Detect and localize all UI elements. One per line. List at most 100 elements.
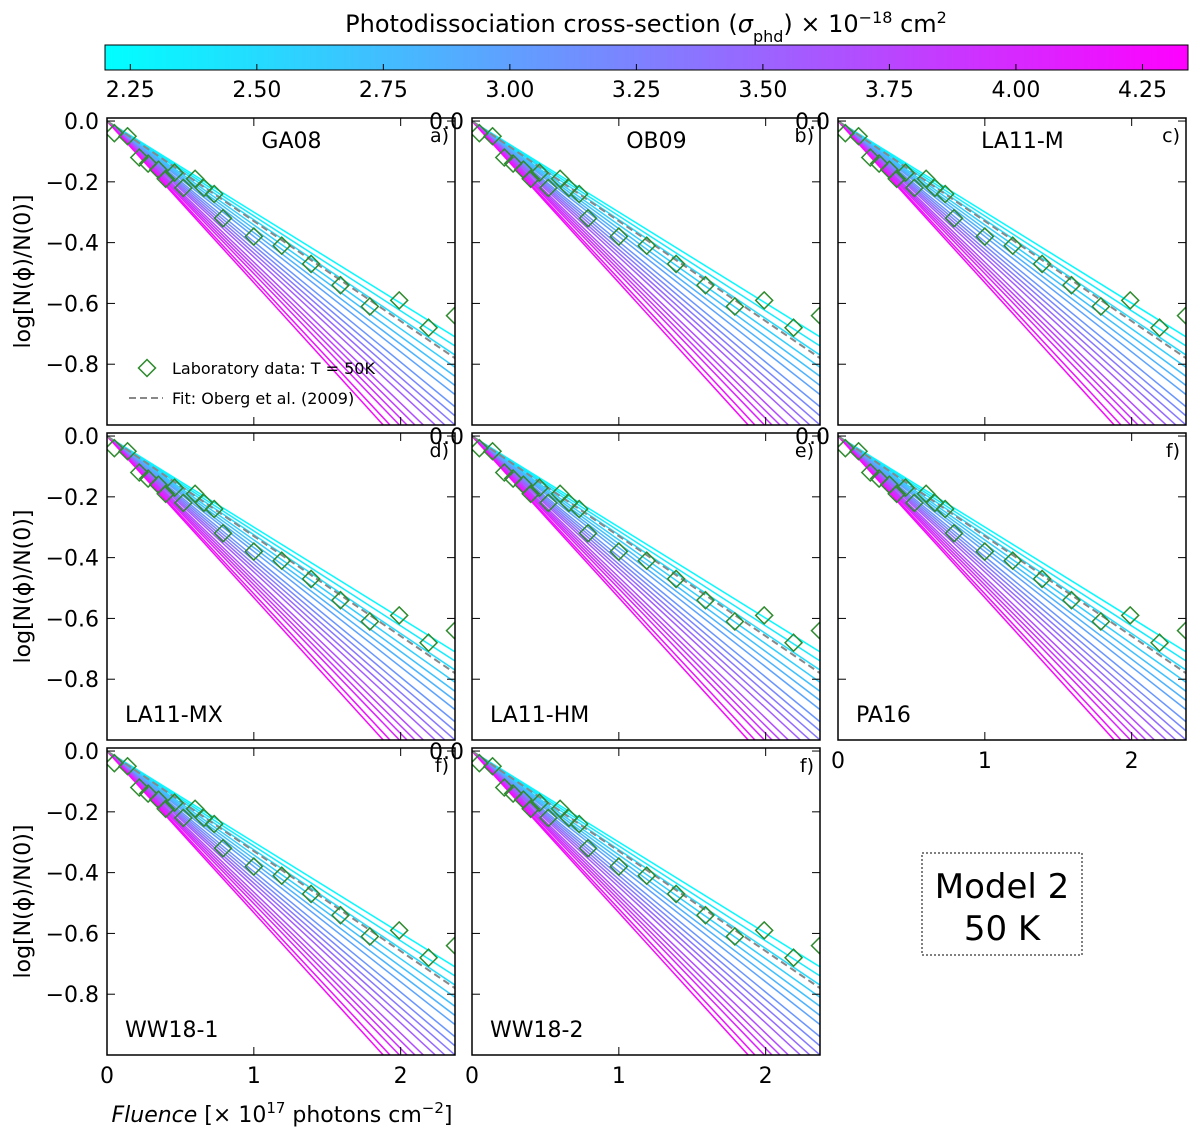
lab-point [521, 799, 541, 819]
annotation: 50 K [964, 909, 1042, 949]
frame [106, 117, 456, 426]
lab-point [389, 290, 409, 310]
lab-point [538, 808, 558, 828]
lab-point [1120, 605, 1140, 625]
lab-point [529, 163, 550, 183]
model-line [472, 120, 756, 425]
lab-point [569, 814, 589, 834]
lab-point [330, 590, 351, 610]
plot [472, 120, 820, 425]
lab-point [529, 793, 550, 813]
plot [838, 435, 1186, 740]
frame [837, 432, 1187, 741]
model-line [472, 750, 820, 968]
model-line [107, 750, 417, 1055]
colorbar-title-part: phd [753, 27, 783, 46]
model-line [107, 750, 455, 1007]
model-line [472, 435, 766, 740]
lab-point [244, 226, 264, 247]
lab-point [609, 541, 629, 562]
lab-point [695, 905, 716, 925]
lab-point [1150, 318, 1170, 338]
lab-point [204, 499, 224, 519]
lab-point [213, 838, 233, 858]
lab-point [975, 226, 995, 247]
lab-point [538, 493, 558, 513]
lab-point [118, 756, 138, 776]
model-line [472, 120, 820, 368]
fit-line [472, 750, 820, 989]
model-line [472, 120, 782, 425]
model-line [107, 750, 455, 977]
model-line [107, 120, 437, 425]
model-line [472, 120, 820, 338]
lab-point [784, 948, 804, 968]
model-line [838, 435, 1177, 740]
lab-point [569, 499, 589, 519]
lab-point [213, 208, 233, 228]
lab-point [419, 633, 439, 653]
plot [472, 435, 820, 740]
x-axis-label: Fluence [× 1017 photons cm−2] [111, 1099, 452, 1128]
lab-point [1032, 254, 1052, 274]
model-line [838, 120, 1156, 425]
model-line [838, 120, 1177, 425]
model-line [107, 120, 455, 347]
lab-point [521, 484, 541, 504]
model-line [472, 435, 750, 740]
model-line [107, 435, 385, 740]
fit-line [838, 120, 1186, 359]
model-line [107, 435, 455, 683]
model-line [838, 120, 1140, 425]
panel-letter: f) [1166, 440, 1180, 462]
x-tick-label: 0 [100, 1064, 114, 1089]
lab-point [860, 147, 880, 168]
model-line [472, 750, 820, 1007]
plot [107, 435, 455, 740]
lab-point [1032, 569, 1052, 589]
annotation-box [921, 852, 1083, 956]
model-line [107, 435, 455, 711]
model-line [472, 120, 820, 396]
model-line [107, 750, 391, 1055]
model-line [107, 435, 417, 740]
lab-point [895, 478, 916, 498]
y-tick-label: −0.6 [46, 922, 99, 947]
model-line [472, 750, 811, 1055]
model-line [472, 120, 820, 347]
panel-letter: f) [435, 755, 449, 777]
lab-point [419, 948, 439, 968]
model-line [107, 750, 455, 998]
y-tick-label: 0.0 [64, 110, 99, 135]
y-tick-label: 0.0 [795, 110, 830, 135]
lab-point [810, 621, 820, 641]
model-line [107, 120, 417, 425]
model-line [107, 435, 401, 740]
lab-point [445, 936, 455, 956]
model-line [472, 435, 756, 740]
model-line [107, 435, 446, 740]
lab-point [849, 441, 869, 461]
lab-point [838, 438, 855, 458]
lab-point [156, 484, 176, 504]
lab-point [637, 236, 657, 256]
fit-line [472, 120, 820, 359]
legend-marker [137, 358, 157, 378]
model-line [472, 750, 802, 1055]
panel-letter: b) [795, 125, 814, 147]
lab-point [944, 523, 964, 543]
model-line [107, 120, 409, 425]
lab-point [695, 590, 716, 610]
model-line [838, 120, 1122, 425]
model-line [838, 120, 1132, 425]
x-tick-label: 1 [247, 1064, 261, 1089]
fit-line [107, 435, 455, 674]
frame [471, 117, 821, 426]
lab-point [173, 808, 193, 828]
panel-name: GA08 [261, 129, 321, 154]
lab-point [578, 838, 598, 858]
lab-point [725, 611, 745, 632]
lab-point [244, 856, 264, 877]
frame [106, 747, 456, 1056]
lab-point [118, 126, 138, 146]
